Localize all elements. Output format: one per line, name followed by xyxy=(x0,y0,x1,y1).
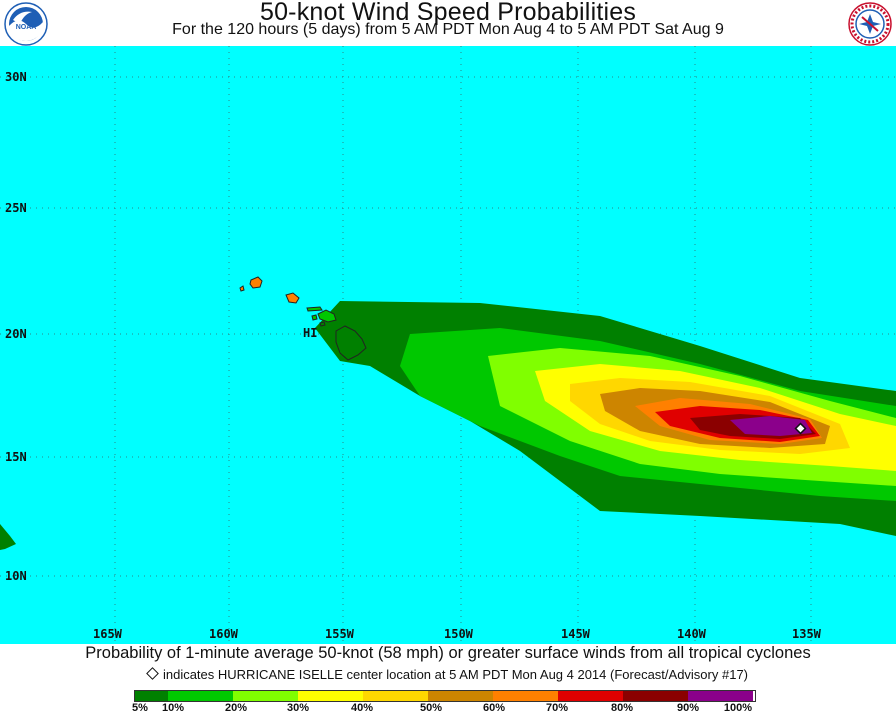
legend-label: 50% xyxy=(419,702,443,714)
caption-storm-text: indicates HURRICANE ISELLE center locati… xyxy=(162,667,749,682)
probability-contours xyxy=(0,301,896,550)
lon-label: 140W xyxy=(677,627,707,641)
island-molokai xyxy=(306,306,323,312)
latitude-labels: 30N 25N 20N 15N 10N xyxy=(5,70,27,583)
lat-label: 20N xyxy=(5,327,27,341)
legend-swatch xyxy=(135,691,168,701)
lat-label: 30N xyxy=(5,70,27,84)
legend-swatch xyxy=(233,691,298,701)
lon-label: 135W xyxy=(792,627,822,641)
island-lanai xyxy=(311,314,318,321)
band-5-10-left xyxy=(0,524,16,550)
grid-lines xyxy=(0,46,896,644)
hawaii-islands xyxy=(239,276,367,361)
legend-swatch xyxy=(688,691,753,701)
hawaii-label: HI xyxy=(303,326,317,340)
lon-label: 150W xyxy=(444,627,474,641)
storm-center-diamond-icon xyxy=(794,422,807,435)
island-big-island xyxy=(335,325,367,361)
legend-label: 30% xyxy=(286,702,310,714)
legend-swatch xyxy=(428,691,493,701)
longitude-labels: 165W 160W 155W 150W 145W 140W 135W xyxy=(93,627,822,641)
lon-label: 145W xyxy=(561,627,591,641)
legend-label: 10% xyxy=(161,702,185,714)
legend-label: 20% xyxy=(224,702,248,714)
island-niihau xyxy=(239,285,245,292)
lon-label: 155W xyxy=(325,627,355,641)
noaa-logo: NOAA xyxy=(4,2,48,46)
color-legend xyxy=(134,690,756,702)
lat-label: 25N xyxy=(5,201,27,215)
lon-label: 165W xyxy=(93,627,123,641)
legend-label: 90% xyxy=(676,702,700,714)
legend-label: 80% xyxy=(610,702,634,714)
caption-description: Probability of 1-minute average 50-knot … xyxy=(85,644,811,662)
legend-label: 40% xyxy=(350,702,374,714)
legend-swatch xyxy=(298,691,363,701)
nws-logo xyxy=(848,2,892,46)
caption-storm-note: indicates HURRICANE ISELLE center locati… xyxy=(0,667,896,682)
legend-label: 70% xyxy=(545,702,569,714)
band-90-100 xyxy=(730,416,812,436)
island-oahu xyxy=(285,292,300,304)
probability-map: HI 30N 25N 20N 15N 10N 165W 160W 155W 15… xyxy=(0,46,896,644)
island-maui xyxy=(317,309,337,323)
legend-swatch xyxy=(623,691,688,701)
island-kauai xyxy=(249,276,263,289)
svg-text:NOAA: NOAA xyxy=(16,24,37,31)
lat-label: 15N xyxy=(5,450,27,464)
legend-swatch xyxy=(558,691,623,701)
diamond-icon xyxy=(146,667,159,680)
page-title: 50-knot Wind Speed Probabilities xyxy=(259,0,637,26)
legend-label: 100% xyxy=(723,702,753,714)
header: NOAA 50-knot Wind Speed Probabilities Fo… xyxy=(0,0,896,46)
legend-label: 60% xyxy=(482,702,506,714)
page-subtitle: For the 120 hours (5 days) from 5 AM PDT… xyxy=(172,21,724,38)
lon-label: 160W xyxy=(209,627,239,641)
lat-label: 10N xyxy=(5,569,27,583)
legend-swatch xyxy=(363,691,428,701)
legend-label: 5% xyxy=(132,702,148,714)
legend-swatch xyxy=(168,691,233,701)
legend-swatch xyxy=(493,691,558,701)
island-kahoolawe xyxy=(319,321,326,327)
